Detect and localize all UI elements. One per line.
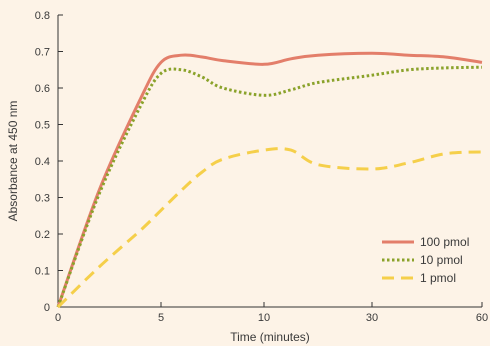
series-layer: [56, 51, 483, 309]
y-tick-label: 0.4: [35, 156, 50, 168]
legend-label-0: 100 pmol: [420, 235, 469, 249]
y-tick-label: 0.2: [35, 229, 50, 241]
legend: 100 pmol 10 pmol 1 pmol: [382, 235, 469, 285]
y-tick-label: 0.7: [35, 47, 50, 59]
x-tick-label: 10: [258, 312, 270, 324]
x-axis-title: Time (minutes): [230, 330, 310, 344]
x-tick-label: 0: [55, 312, 61, 324]
series-line-0: [56, 51, 483, 308]
y-axis-title: Absorbance at 450 nm: [6, 101, 20, 222]
y-tick-label: 0.6: [35, 83, 50, 95]
series-line-2: [56, 147, 483, 309]
axes: 0 0.1 0.2 0.3 0.4 0.5 0.6 0.7 0.8 0 5 10 30 60: [35, 10, 488, 324]
y-tick-label: 0.5: [35, 120, 50, 132]
series-line-1: [56, 65, 483, 308]
x-tick-label: 30: [366, 312, 378, 324]
legend-label-1: 10 pmol: [420, 253, 463, 267]
legend-label-2: 1 pmol: [420, 271, 456, 285]
x-tick-label: 60: [476, 312, 488, 324]
y-tick-label: 0.8: [35, 10, 50, 22]
y-tick-label: 0.1: [35, 266, 50, 278]
y-tick-label: 0: [44, 302, 50, 314]
y-tick-label: 0.3: [35, 193, 50, 205]
x-tick-label: 5: [158, 312, 164, 324]
